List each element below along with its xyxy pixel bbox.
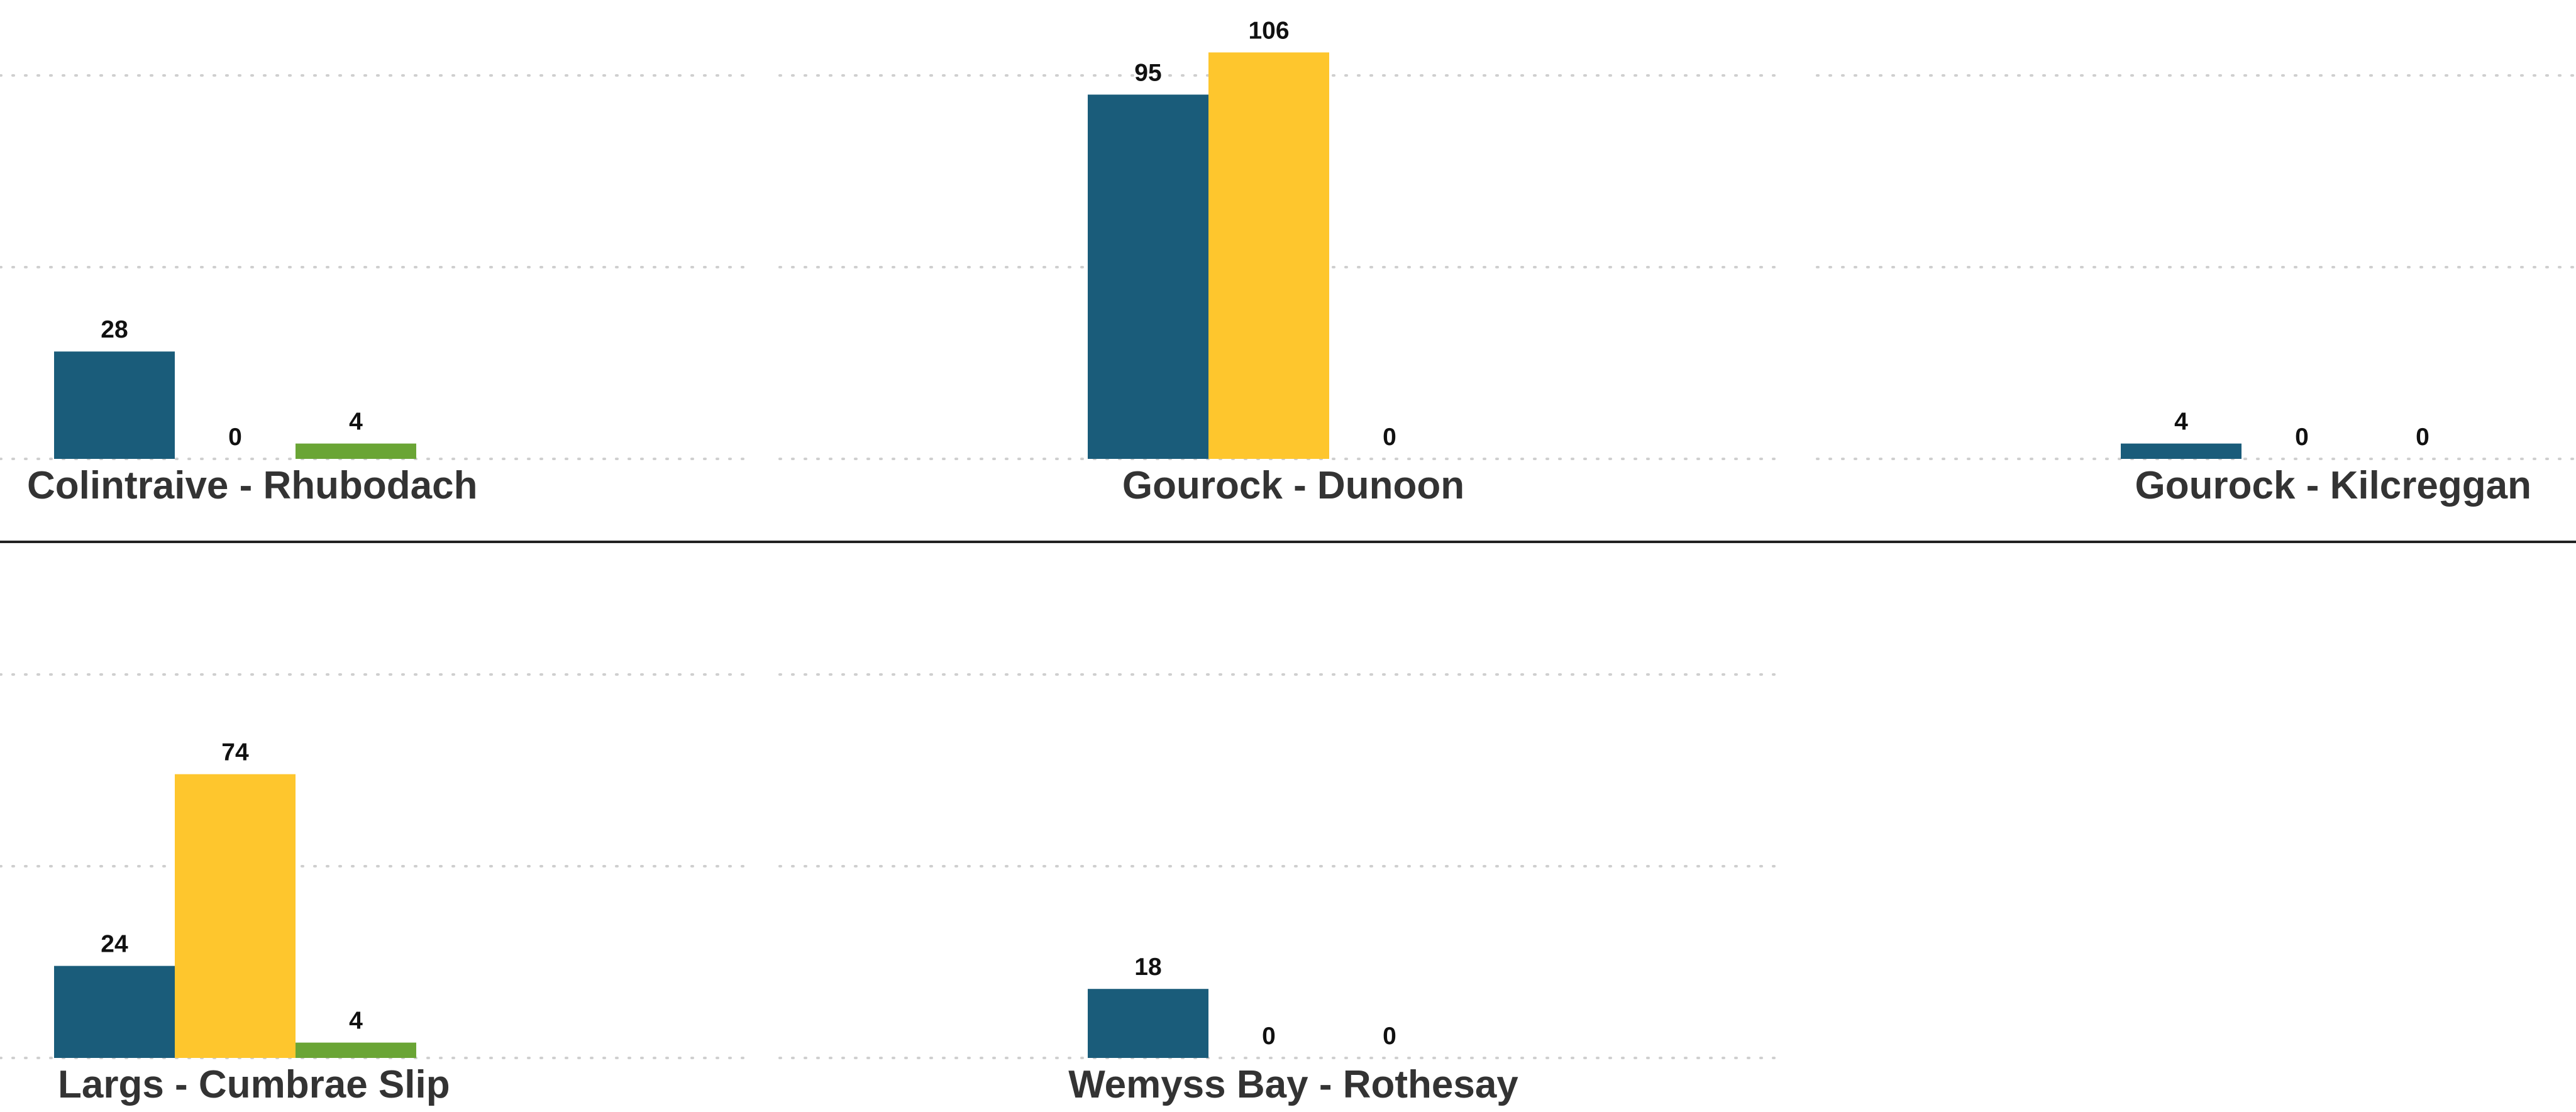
data-label: 0 xyxy=(2295,424,2309,451)
bar xyxy=(1088,989,1208,1058)
data-label: 95 xyxy=(1134,60,1161,87)
bar xyxy=(54,351,175,459)
bar xyxy=(54,966,175,1058)
bar xyxy=(1088,94,1208,459)
bar xyxy=(296,1042,416,1058)
data-label: 18 xyxy=(1134,954,1161,981)
data-label: 0 xyxy=(1262,1023,1276,1050)
data-label: 0 xyxy=(1383,1023,1396,1050)
bar xyxy=(1208,52,1329,459)
data-label: 24 xyxy=(101,931,128,958)
panel-title: Wemyss Bay - Rothesay xyxy=(1068,1063,1518,1106)
data-label: 28 xyxy=(101,316,128,343)
panel-title: Largs - Cumbrae Slip xyxy=(58,1063,450,1106)
data-label: 0 xyxy=(228,424,242,451)
bar xyxy=(296,443,416,459)
data-label: 4 xyxy=(349,409,363,436)
data-label: 4 xyxy=(349,1008,363,1035)
data-label: 4 xyxy=(2174,409,2188,436)
panel-title: Colintraive - Rhubodach xyxy=(27,464,477,507)
data-label: 0 xyxy=(2416,424,2430,451)
data-label: 106 xyxy=(1248,17,1289,44)
data-label: 0 xyxy=(1383,424,1396,451)
panel-title: Gourock - Kilcreggan xyxy=(2135,464,2531,507)
panel-title: Gourock - Dunoon xyxy=(1122,464,1464,507)
bar xyxy=(175,774,296,1058)
data-label: 74 xyxy=(221,739,249,766)
bar xyxy=(2121,443,2242,459)
